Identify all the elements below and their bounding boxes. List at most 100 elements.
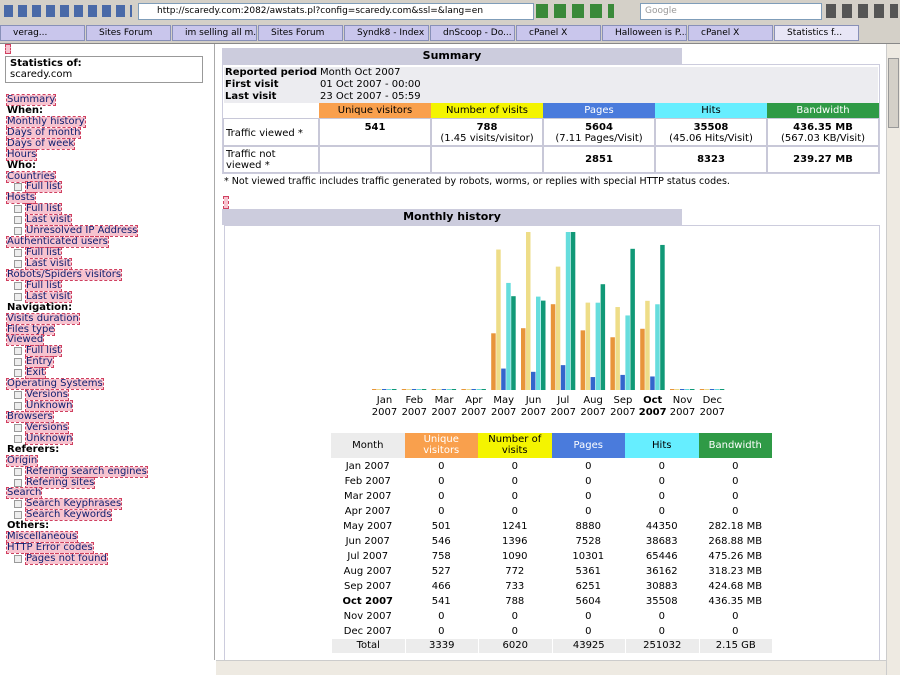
menu-sublink[interactable]: Unknown xyxy=(24,400,74,413)
tab[interactable]: verag... xyxy=(0,25,85,41)
menu-link[interactable]: Authenticated users xyxy=(6,236,109,249)
table-cell: 1396 xyxy=(502,536,528,547)
info-label: Last visit xyxy=(225,91,277,102)
url-buttons[interactable] xyxy=(536,4,614,18)
info-row xyxy=(224,79,878,91)
scroll-thumb[interactable] xyxy=(888,58,899,128)
menu-link[interactable]: Origin xyxy=(5,454,39,467)
window-buttons[interactable] xyxy=(826,4,898,18)
menu-link[interactable]: Visits duration xyxy=(6,312,80,325)
menu-bullet xyxy=(14,249,22,258)
month-label: 2007 xyxy=(639,407,667,418)
cell-main: 5604 xyxy=(585,122,613,133)
table-cell: 436.35 MB xyxy=(708,596,763,607)
tab[interactable]: Sites Forum xyxy=(258,25,343,41)
table-cell: Dec 2007 xyxy=(343,626,392,637)
menu-heading: Navigation: xyxy=(7,301,73,313)
bar xyxy=(501,368,506,390)
anchor-marker[interactable] xyxy=(223,196,229,209)
menu-link[interactable]: Search xyxy=(5,487,43,500)
menu-link[interactable]: Viewed xyxy=(5,334,45,347)
table-cell: Jan 2007 xyxy=(345,461,390,472)
tab[interactable]: dnScoop - Do... xyxy=(430,25,515,41)
search-box[interactable]: Google xyxy=(640,3,822,20)
menu-link[interactable]: Operating Systems xyxy=(6,378,104,391)
menu-sublink[interactable]: Search Keywords xyxy=(24,509,113,522)
menu-link[interactable]: Hours xyxy=(5,148,38,161)
menu-sublink[interactable]: Exit xyxy=(25,367,46,380)
tab[interactable]: cPanel X xyxy=(688,25,773,41)
url-bar[interactable]: http://scaredy.com:2082/awstats.pl?confi… xyxy=(138,3,534,20)
menu-sublink[interactable]: Versions xyxy=(25,389,69,402)
table-cell: 758 xyxy=(431,551,451,562)
monthly-box xyxy=(224,225,880,660)
cell-sub: (7.11 Pages/Visit) xyxy=(555,133,643,144)
menu-sublink[interactable]: Full list xyxy=(25,345,62,358)
tab[interactable]: Statistics f... xyxy=(774,25,859,41)
vertical-scrollbar[interactable] xyxy=(886,44,900,675)
table-cell: 6251 xyxy=(575,581,601,592)
table-cell: 44350 xyxy=(645,521,678,532)
summary-box xyxy=(222,64,880,174)
menu-link[interactable]: Hosts xyxy=(6,192,36,205)
menu-link[interactable]: Browsers xyxy=(6,410,54,423)
bar xyxy=(536,296,541,390)
bar xyxy=(416,389,422,390)
menu-sublink[interactable]: Entry xyxy=(25,356,54,369)
menu-sublink[interactable]: Refering search engines xyxy=(25,465,148,478)
tab[interactable]: Sites Forum xyxy=(86,25,171,41)
menu-link[interactable]: HTTP Error codes xyxy=(6,542,94,555)
menu-link[interactable]: Files type xyxy=(5,323,56,336)
menu-link[interactable]: Miscellaneous xyxy=(5,531,79,544)
summary-cell: 8323 xyxy=(655,146,767,173)
month-label: May xyxy=(493,395,514,406)
table-cell: 0 xyxy=(585,506,592,517)
month-label: Jun xyxy=(525,395,542,406)
menu-link[interactable]: Days of week xyxy=(5,137,76,150)
menu-link[interactable]: Summary xyxy=(5,94,57,106)
horizontal-scrollbar[interactable] xyxy=(216,660,886,675)
bar xyxy=(714,389,720,390)
menu-sublink[interactable]: Last visit xyxy=(25,257,72,270)
bar xyxy=(481,389,486,390)
month-label: Apr xyxy=(465,395,483,406)
tab[interactable]: Syndk8 - Index xyxy=(344,25,429,41)
tab[interactable]: Halloween is P... xyxy=(602,25,687,41)
menu-sublink[interactable]: Versions xyxy=(25,421,69,434)
menu-link[interactable]: Days of month xyxy=(5,126,82,139)
table-cell: 0 xyxy=(438,626,445,637)
tab[interactable]: cPanel X xyxy=(516,25,601,41)
menu-link[interactable]: Countries xyxy=(6,170,56,183)
bar xyxy=(461,389,466,390)
menu-sublink[interactable]: Last visit xyxy=(25,214,72,227)
cell-main: 436.35 MB xyxy=(793,122,853,133)
menu-link[interactable]: Robots/Spiders visitors xyxy=(5,268,123,281)
cell-sub: (567.03 KB/Visit) xyxy=(780,133,866,144)
summary-cell: 5604 (7.11 Pages/Visit) xyxy=(543,118,655,146)
menu-sublink[interactable]: Full list xyxy=(25,247,62,260)
menu-sublink[interactable]: Full list xyxy=(25,279,62,292)
table-header: Number of visits xyxy=(478,433,552,458)
summary-cell: 436.35 MB (567.03 KB/Visit) xyxy=(767,118,879,146)
table-cell: 35508 xyxy=(645,596,678,607)
menu-sublink[interactable]: Last visit xyxy=(25,290,72,303)
menu-sublink[interactable]: Unresolved IP Address xyxy=(24,225,139,238)
total-cell: 6020 xyxy=(478,639,552,653)
month-label: 2007 xyxy=(580,407,605,418)
menu-sublink[interactable]: Unknown xyxy=(24,432,74,445)
anchor-marker xyxy=(5,44,11,54)
menu-link[interactable]: Monthly history xyxy=(6,115,86,128)
table-cell: Jul 2007 xyxy=(347,551,389,562)
nav-buttons[interactable] xyxy=(4,5,132,17)
table-cell: 0 xyxy=(658,461,665,472)
bar xyxy=(387,389,392,390)
menu-sublink[interactable]: Full list xyxy=(25,203,62,216)
bar xyxy=(491,333,496,390)
tab[interactable]: im selling all m... xyxy=(172,25,257,41)
menu-sublink[interactable]: Full list xyxy=(25,181,62,194)
menu-sublink[interactable]: Pages not found xyxy=(25,553,108,566)
menu-sublink[interactable]: Search Keyphrases xyxy=(24,498,123,511)
table-cell: 0 xyxy=(658,506,665,517)
menu-sublink[interactable]: Refering sites xyxy=(24,476,96,489)
table-cell: 268.88 MB xyxy=(708,536,763,547)
